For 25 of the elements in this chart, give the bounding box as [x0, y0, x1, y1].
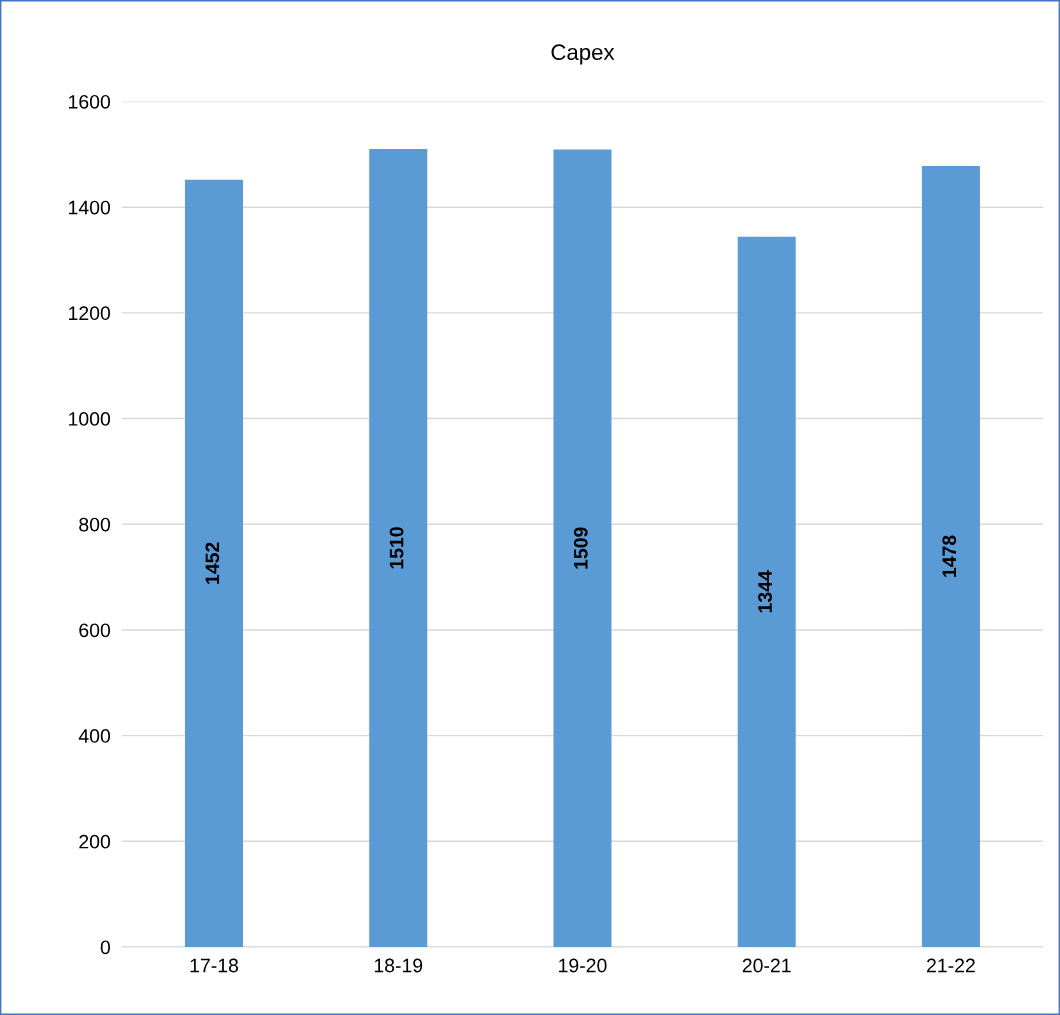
y-tick-label: 200: [79, 834, 111, 849]
bar: [921, 165, 980, 947]
bar: [185, 179, 244, 947]
x-tick-label: 18-19: [374, 958, 423, 973]
x-tick-label: 19-20: [559, 958, 607, 973]
data-label: 1510: [389, 527, 404, 569]
chart-title: Capex: [551, 44, 615, 65]
data-label: 1344: [758, 570, 772, 613]
data-label: 1452: [205, 542, 220, 584]
y-tick-label: 1200: [69, 306, 111, 321]
data-label: 1478: [942, 535, 957, 577]
bar: [369, 149, 428, 947]
y-tick-label: 600: [79, 623, 111, 638]
y-tick-label: 1600: [69, 94, 111, 109]
y-tick-label: 800: [79, 517, 111, 532]
bar: [553, 149, 612, 947]
y-tick-label: 0: [100, 940, 111, 955]
y-tick-label: 1400: [69, 200, 111, 215]
y-tick-label: 400: [78, 729, 111, 743]
x-tick-label: 21-22: [927, 958, 975, 973]
y-tick-label: 1000: [69, 412, 111, 426]
data-label: 1509: [573, 527, 588, 569]
x-tick-label: 17-18: [190, 958, 239, 973]
bar: [737, 236, 796, 947]
x-tick-label: 20-21: [742, 958, 791, 973]
